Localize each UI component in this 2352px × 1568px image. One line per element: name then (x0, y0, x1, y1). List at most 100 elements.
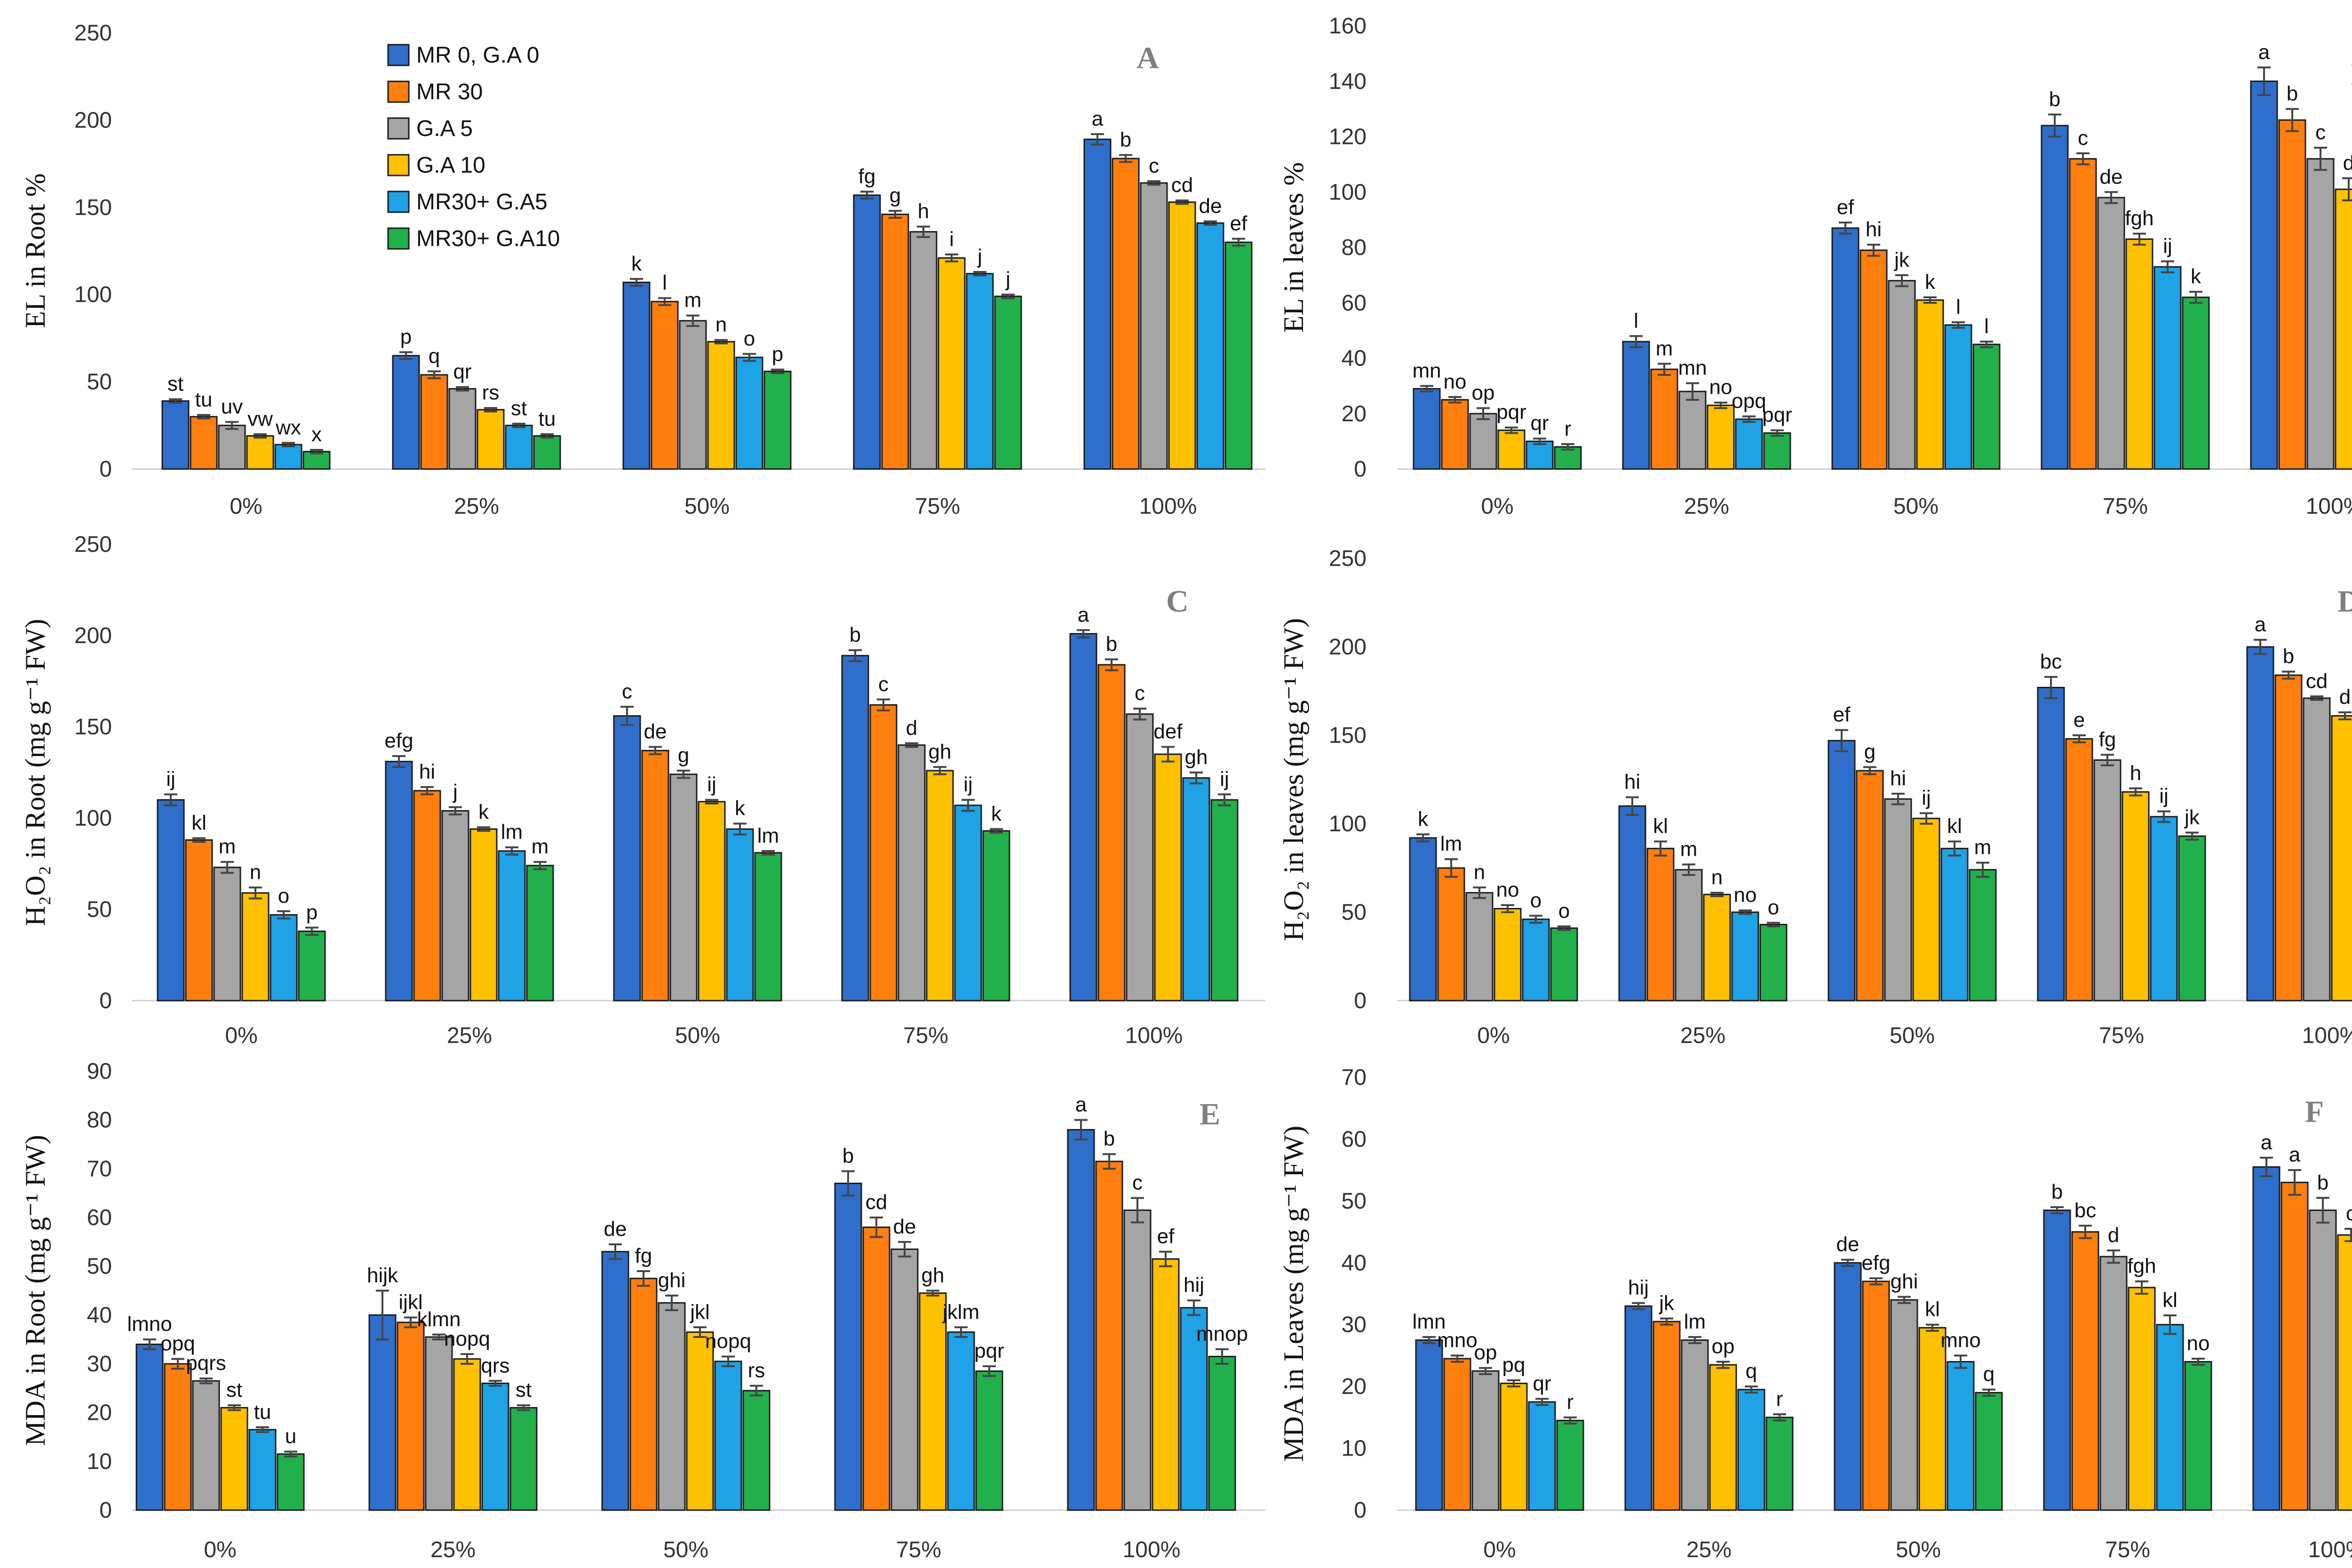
significance-label: lmno (127, 1313, 172, 1336)
legend-entry: MR30+ G.A10 (416, 226, 560, 251)
panel-letter: D (2337, 584, 2352, 619)
bar (1763, 432, 1791, 470)
significance-label: p (400, 326, 412, 349)
significance-label: pqrs (186, 1352, 226, 1375)
bar (1500, 1383, 1528, 1511)
significance-label: b (842, 1145, 854, 1168)
bar (763, 370, 792, 470)
bar (1471, 1370, 1500, 1511)
significance-label: gh (922, 1264, 945, 1287)
bar (1210, 799, 1239, 1002)
bar (1528, 1401, 1556, 1511)
significance-label: l (662, 271, 667, 294)
bar (448, 388, 477, 470)
bar (742, 1390, 771, 1511)
bar (1556, 1419, 1584, 1511)
bar (385, 761, 413, 1002)
bar (1443, 1358, 1471, 1511)
significance-label: ij (166, 768, 175, 791)
significance-label: no (1496, 878, 1519, 901)
bar (982, 830, 1010, 1002)
significance-label: o (278, 884, 289, 907)
bar (1182, 777, 1210, 1002)
significance-label: p (306, 901, 318, 924)
bar (192, 1380, 220, 1511)
x-category-label: 75% (915, 494, 960, 519)
significance-label: qr (1530, 412, 1549, 435)
bar (1168, 201, 1196, 470)
bar (1735, 418, 1763, 470)
significance-label: n (1711, 866, 1723, 889)
y-tick-label: 0 (99, 988, 112, 1013)
bar (698, 801, 726, 1002)
significance-label: k (631, 252, 642, 275)
significance-label: tu (254, 1401, 271, 1424)
x-category-label: 50% (663, 1537, 708, 1562)
legend-swatch (387, 80, 410, 103)
significance-label: c (2078, 127, 2088, 150)
significance-label: c (1135, 682, 1145, 705)
bar (1550, 927, 1578, 1002)
y-axis-label: MDA in Leaves (mg g⁻¹ FW) (1278, 1126, 1309, 1462)
x-category-label: 25% (430, 1537, 476, 1562)
x-category-label: 0% (225, 1023, 257, 1048)
significance-label: r (1776, 1387, 1783, 1410)
bar (2178, 835, 2206, 1002)
bar (1759, 923, 1788, 1002)
bar (1152, 1258, 1180, 1511)
bar (392, 355, 420, 470)
significance-label: hij (1628, 1276, 1649, 1299)
y-tick-label: 80 (1342, 235, 1367, 260)
bar (298, 931, 326, 1002)
significance-label: jklm (942, 1300, 979, 1323)
significance-label: o (1558, 899, 1570, 923)
significance-label: fg (858, 165, 876, 188)
significance-label: no (1709, 376, 1732, 399)
significance-label: n (250, 860, 261, 883)
significance-label: st (516, 1378, 532, 1401)
bar (2156, 1324, 2184, 1511)
y-tick-label: 90 (87, 1059, 112, 1084)
bar (1975, 1392, 2003, 1511)
y-tick-label: 10 (87, 1449, 112, 1474)
significance-label: m (1656, 337, 1673, 360)
significance-label: ij (2163, 234, 2172, 257)
significance-label: vw (247, 407, 273, 430)
significance-label: g (1864, 740, 1875, 764)
significance-label: c (622, 680, 632, 703)
bar (1856, 770, 1884, 1002)
y-tick-label: 60 (1342, 291, 1367, 316)
significance-label: rs (482, 381, 500, 404)
bar (1888, 280, 1916, 470)
bar (1196, 222, 1224, 470)
significance-label: fgh (2125, 207, 2153, 230)
significance-label: op (1472, 381, 1495, 404)
significance-label: b (1104, 1127, 1115, 1150)
bar (2128, 1287, 2156, 1511)
bar (190, 416, 218, 470)
bar (481, 1382, 509, 1511)
bar (909, 231, 938, 470)
significance-label: b (2051, 1180, 2063, 1203)
panel-letter: E (1200, 1097, 1220, 1131)
x-category-label: 50% (675, 1023, 720, 1048)
bar (1224, 241, 1253, 470)
bar (975, 1370, 1003, 1511)
bar (248, 1429, 277, 1511)
significance-label: r (1567, 1391, 1574, 1414)
y-tick-label: 50 (87, 897, 112, 922)
bar (413, 790, 441, 1002)
significance-label: no (2187, 1332, 2210, 1355)
bar (397, 1321, 425, 1511)
bar (919, 1292, 947, 1511)
bar (841, 655, 869, 1002)
x-category-label: 0% (204, 1537, 236, 1562)
bar (853, 194, 881, 470)
panel-letter: A (1136, 41, 1159, 75)
bar (1650, 368, 1678, 470)
bar (601, 1251, 629, 1511)
bar (1624, 1305, 1653, 1511)
bar (1095, 1161, 1123, 1511)
significance-label: h (918, 200, 929, 223)
